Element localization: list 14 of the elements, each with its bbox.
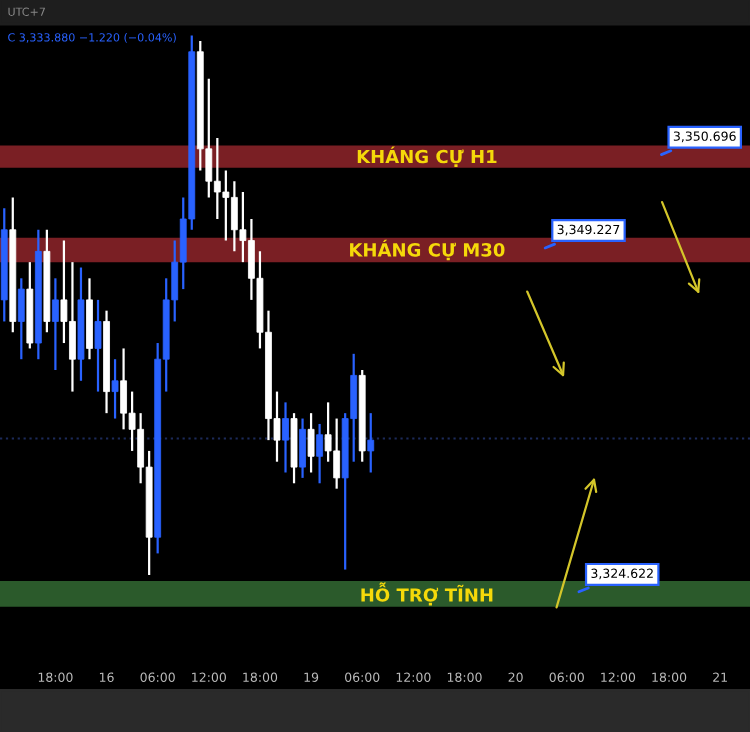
- candlestick: [367, 412, 375, 474]
- candlestick: [94, 298, 102, 393]
- band-label: KHÁNG CỰ H1: [357, 146, 497, 167]
- candlestick: [51, 277, 59, 372]
- candlestick: [282, 401, 289, 474]
- candlestick: [307, 412, 315, 474]
- band-label: HỖ TRỢ TĨNH: [361, 582, 493, 606]
- candlestick: [316, 422, 324, 485]
- candlestick: [111, 358, 119, 420]
- candlestick: [213, 136, 221, 221]
- candlestick: [17, 277, 25, 361]
- band-label: KHÁNG CỰ M30: [350, 239, 505, 261]
- candlestick: [222, 169, 230, 242]
- candlestick: [299, 417, 306, 479]
